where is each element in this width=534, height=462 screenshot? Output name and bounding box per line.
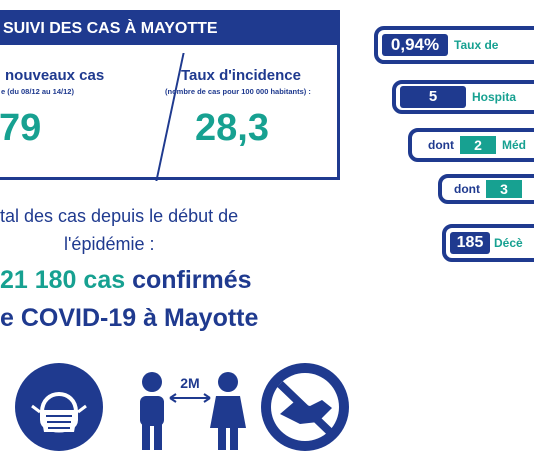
- cases-card: SUIVI DES CAS À MAYOTTE nouveaux cas e (…: [0, 10, 340, 181]
- no-handshake-icon: [261, 363, 349, 451]
- deaths-label: Décè: [494, 236, 523, 250]
- total-count: 21 180 cas: [0, 266, 126, 294]
- incidence-title: Taux d'incidence: [181, 67, 301, 84]
- incidence-subtitle: (nombre de cas pour 100 000 habitants) :: [165, 87, 311, 96]
- dont1-label: Méd: [502, 138, 526, 152]
- total-count-suffix: confirmés: [132, 266, 252, 294]
- dont1-prefix: dont: [428, 138, 454, 152]
- hospital-value: 5: [400, 86, 466, 108]
- dont2-prefix: dont: [454, 182, 480, 196]
- new-cases-title: nouveaux cas: [5, 67, 105, 84]
- total-line-2: l'épidémie :: [64, 234, 155, 254]
- card-header: SUIVI DES CAS À MAYOTTE: [0, 13, 337, 45]
- distance-icon: 2M: [140, 372, 246, 450]
- rate-value: 0,94%: [382, 34, 448, 56]
- distance-label: 2M: [180, 375, 199, 391]
- total-count-line: 21 180 cas confirmés: [0, 266, 252, 295]
- total-line-1: tal des cas depuis le début de: [0, 206, 239, 226]
- hospital-label: Hospita: [472, 90, 517, 104]
- rate-pill: 0,94% Taux de: [374, 26, 534, 64]
- new-cases-value: 79: [0, 107, 42, 149]
- incidence-value: 28,3: [195, 107, 269, 149]
- total-line-4: e COVID-19 à Mayotte: [0, 304, 259, 332]
- mask-icon: [15, 363, 103, 451]
- deaths-value: 185: [450, 232, 490, 254]
- rate-label: Taux de: [454, 38, 499, 52]
- hospital-pill: 5 Hospita: [392, 80, 534, 114]
- dont2-value: 3: [486, 180, 522, 198]
- deaths-pill: 185 Décè: [442, 224, 534, 262]
- dont1-pill: dont 2 Méd: [408, 128, 534, 162]
- new-cases-subtitle: e (du 08/12 au 14/12): [1, 87, 74, 96]
- dont2-pill: dont 3: [438, 174, 534, 204]
- dont1-value: 2: [460, 136, 496, 154]
